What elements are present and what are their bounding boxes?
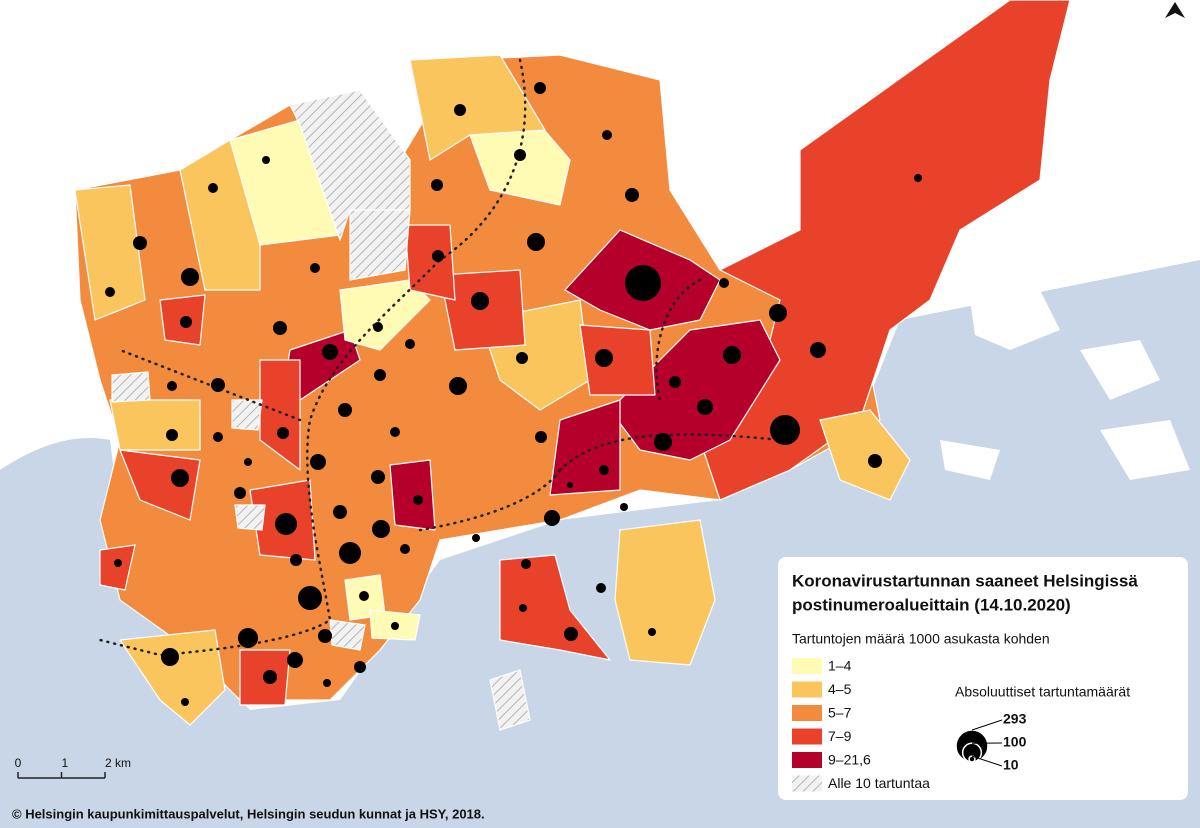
- scale-label: 0: [15, 756, 22, 770]
- legend-label: 5–7: [828, 705, 852, 721]
- case-dots: [105, 82, 922, 706]
- legend-subtitle: Tartuntojen määrä 1000 asukasta kohden: [792, 631, 1050, 647]
- bubble-leader: [971, 719, 1003, 731]
- bubble-label: 293: [1003, 711, 1027, 727]
- legend: Koronavirustartunnan saaneet Helsingissä…: [778, 557, 1188, 800]
- districts: [74, 0, 1071, 731]
- legend-swatch: [792, 705, 822, 721]
- outer-islands: [940, 290, 1190, 480]
- legend-swatch: [792, 681, 822, 698]
- legend-swatch-hatch: [792, 775, 822, 792]
- legend-swatch: [792, 658, 822, 674]
- legend-label: 1–4: [828, 658, 852, 674]
- bubble-leader: [971, 755, 1003, 767]
- legend-label: 7–9: [828, 728, 852, 744]
- legend-title: postinumeroalueittain (14.10.2020): [792, 595, 1071, 614]
- scale-label: 1: [62, 756, 69, 770]
- legend-swatch: [792, 752, 822, 768]
- bubble-legend-title: Absoluuttiset tartuntamäärät: [955, 684, 1130, 700]
- legend-box: [778, 557, 1188, 800]
- bubble-label: 10: [1003, 757, 1019, 773]
- legend-title: Koronavirustartunnan saaneet Helsingissä: [792, 571, 1138, 590]
- scale-label: 2 km: [105, 756, 131, 770]
- legend-label: Alle 10 tartuntaa: [828, 775, 930, 791]
- legend-swatch: [792, 728, 822, 745]
- scale-bar: 0 1 2 km: [15, 756, 131, 779]
- legend-label: 4–5: [828, 681, 852, 697]
- bubble-label: 100: [1003, 734, 1027, 750]
- north-arrow: [1165, 2, 1185, 18]
- legend-label: 9–21,6: [828, 752, 871, 768]
- credit: © Helsingin kaupunkimittauspalvelut, Hel…: [12, 806, 485, 821]
